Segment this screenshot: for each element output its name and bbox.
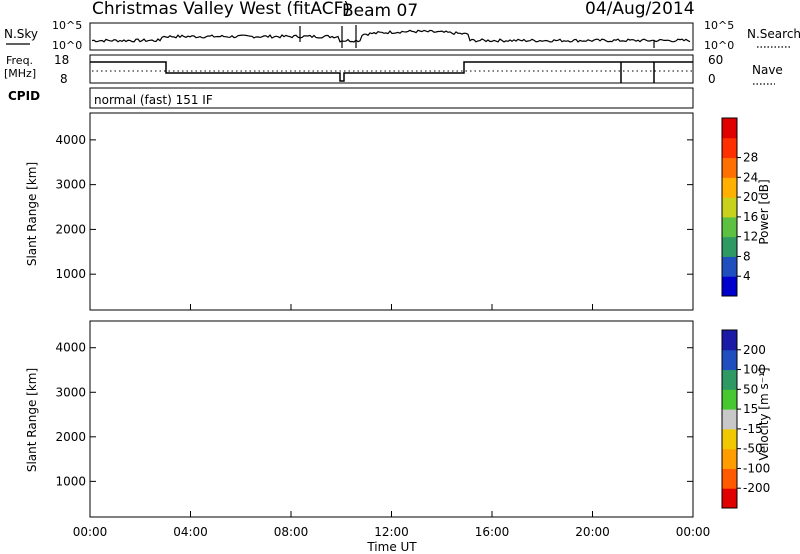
velocity-ylabel: Slant Range [km] <box>25 368 39 472</box>
colorbar-tick-label: 16 <box>743 210 758 224</box>
freq-panel: Freq. [MHz] 18 8 60 0 Nave <box>4 53 783 86</box>
x-tick-label: 00:00 <box>676 525 711 539</box>
colorbar-segment <box>722 389 737 410</box>
y-tick-label: 1000 <box>55 474 86 488</box>
echo-region <box>162 251 279 270</box>
colorbar-segment <box>722 177 737 198</box>
echo-region <box>441 383 467 419</box>
colorbar-tick-label: -200 <box>743 481 770 495</box>
echo-region <box>301 410 327 460</box>
nsky-label: N.Sky <box>4 27 38 41</box>
colorbar-tick-label: 12 <box>743 230 758 244</box>
power-ylabel: Slant Range [km] <box>25 162 39 266</box>
colorbar-tick-label: 50 <box>743 382 758 396</box>
noise-trace <box>91 25 691 48</box>
beam-label: Beam 07 <box>342 1 418 21</box>
nave-label: Nave <box>752 63 783 77</box>
echo-region <box>253 202 329 248</box>
x-tick-label: 04:00 <box>173 525 208 539</box>
x-tick-label: 00:00 <box>73 525 108 539</box>
x-axis-label: Time UT <box>366 540 417 554</box>
power-colorbar-label: Power [dB] <box>757 179 771 244</box>
nsky-tick-top: 10^5 <box>52 19 82 32</box>
colorbar-segment <box>722 488 737 509</box>
freq-tick-top: 18 <box>54 53 69 67</box>
colorbar-segment <box>722 276 737 297</box>
nsky-tick-bottom: 10^0 <box>52 39 82 52</box>
cpid-text: normal (fast) 151 IF <box>94 93 213 107</box>
colorbar-segment <box>722 256 737 277</box>
noise-panel: N.Sky 10^5 10^0 10^5 10^0 N.Search <box>4 19 800 52</box>
colorbar-tick-label: 28 <box>743 151 758 165</box>
velocity-plot: 1000 2000 3000 4000 Slant Range [km] 200 100… <box>25 320 771 518</box>
colorbar-tick-label: 4 <box>743 269 751 283</box>
colorbar-segment <box>722 369 737 390</box>
velocity-colorbar-label: Velocity [m s⁻¹] <box>757 367 771 460</box>
cpid-panel: CPID normal (fast) 151 IF <box>8 87 694 109</box>
echo-region <box>110 410 163 442</box>
colorbar-segment <box>722 428 737 450</box>
nsearch-tick-top: 10^5 <box>704 19 734 32</box>
colorbar-tick-label: -15 <box>743 422 763 436</box>
y-tick-label: 2000 <box>55 430 86 444</box>
echo-region <box>622 202 693 239</box>
colorbar-tick-label: 20 <box>743 190 758 204</box>
echo-region <box>110 202 163 230</box>
colorbar-segment <box>722 236 737 257</box>
colorbar-segment <box>722 157 737 178</box>
power-plot: 1000 2000 3000 4000 Slant Range [km] 4 8 12 16… <box>25 112 771 311</box>
date-label: 04/Aug/2014 <box>585 0 695 19</box>
colorbar-tick-label: 24 <box>743 170 758 184</box>
x-tick-label: 08:00 <box>274 525 309 539</box>
colorbar-tick-label: -100 <box>743 461 770 475</box>
colorbar-tick-label: -50 <box>743 442 763 456</box>
colorbar-segment <box>722 409 737 430</box>
colorbar-tick-label: 15 <box>743 402 758 416</box>
colorbar-segment <box>722 468 737 489</box>
freq-label-line2: [MHz] <box>4 67 36 80</box>
y-tick-label: 1000 <box>55 267 86 281</box>
colorbar-segment <box>722 330 737 351</box>
echo-region <box>162 450 279 486</box>
freq-label-line1: Freq. <box>6 54 33 67</box>
nave-tick-bottom: 0 <box>708 72 716 86</box>
echo-region <box>479 423 613 468</box>
x-tick-label: 16:00 <box>475 525 510 539</box>
nsearch-label: N.Search <box>747 27 800 41</box>
colorbar-segment <box>722 349 737 371</box>
colorbar-segment <box>722 448 737 469</box>
x-tick-label: 20:00 <box>575 525 610 539</box>
colorbar-segment <box>722 216 737 238</box>
y-tick-label: 3000 <box>55 178 86 192</box>
echo-region <box>110 242 163 257</box>
colorbar-tick-label: 200 <box>743 343 766 357</box>
echo-region <box>574 189 618 216</box>
colorbar-segment <box>722 137 737 159</box>
y-tick-label: 2000 <box>55 222 86 236</box>
freq-tick-bottom: 8 <box>60 72 68 86</box>
y-tick-label: 4000 <box>55 133 86 147</box>
nave-tick-top: 60 <box>708 53 723 67</box>
nsearch-tick-bottom: 10^0 <box>704 39 734 52</box>
colorbar-tick-label: 8 <box>743 249 751 263</box>
station-title: Christmas Valley West (fitACF) <box>92 0 350 19</box>
echo-region <box>622 410 693 437</box>
colorbar-segment <box>722 197 737 218</box>
colorbar-segment <box>722 118 737 139</box>
echo-region <box>165 378 266 419</box>
echo-region <box>446 171 467 248</box>
cpid-label: CPID <box>8 89 40 103</box>
x-tick-label: 12:00 <box>374 525 409 539</box>
colorbar-tick-label: 100 <box>743 363 766 377</box>
y-tick-label: 4000 <box>55 341 86 355</box>
y-tick-label: 3000 <box>55 385 86 399</box>
